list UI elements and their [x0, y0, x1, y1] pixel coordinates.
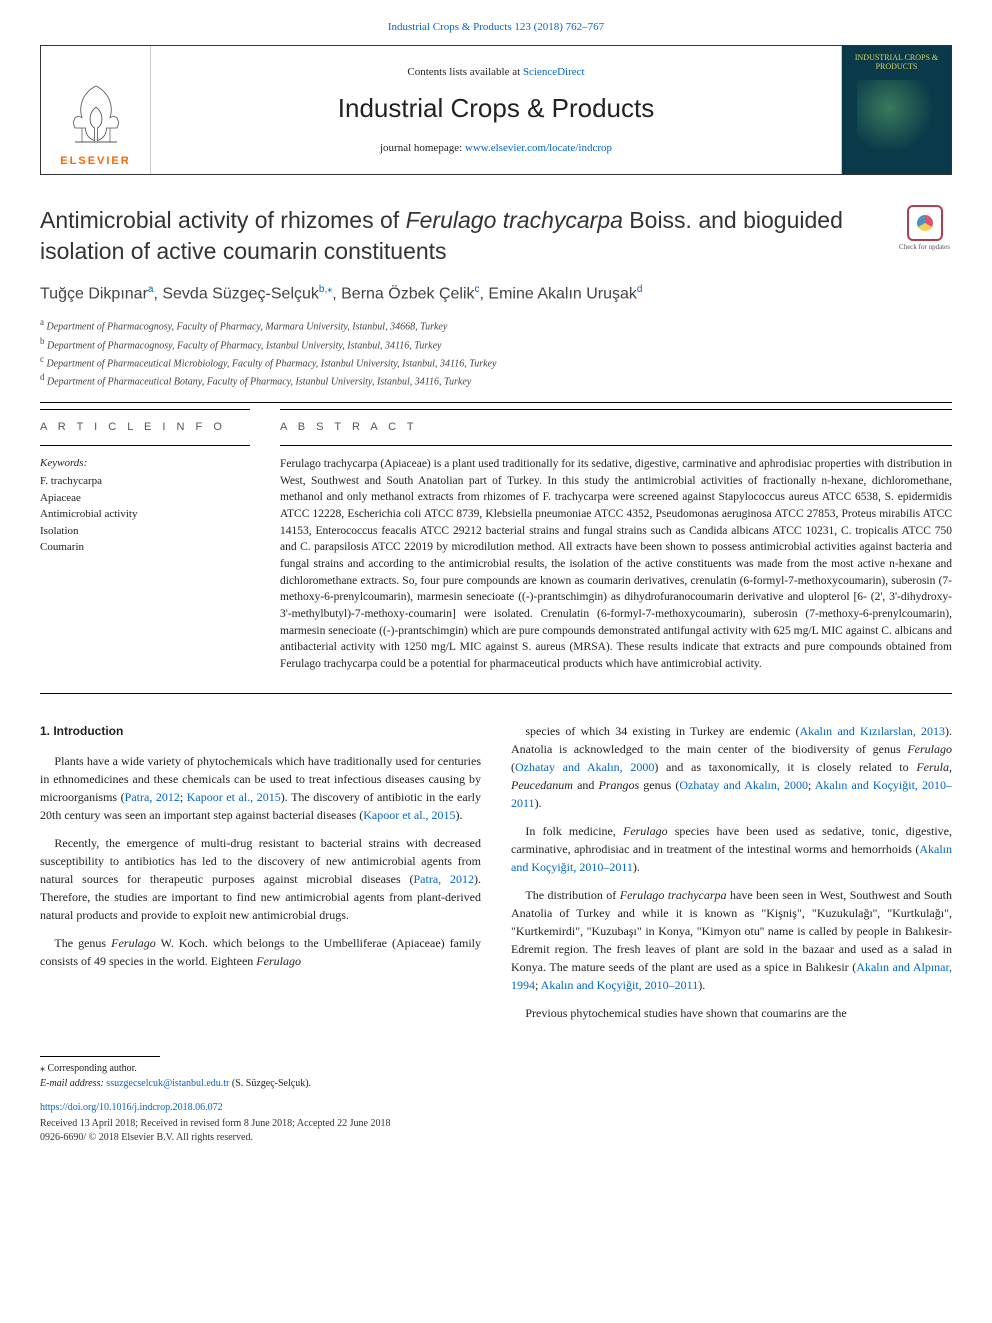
journal-citation-link[interactable]: Industrial Crops & Products 123 (2018) 7…	[388, 21, 604, 33]
body-paragraph: species of which 34 existing in Turkey a…	[511, 722, 952, 812]
check-updates-icon	[907, 205, 943, 241]
divider	[40, 409, 250, 410]
corresponding-author-note: ⁎ Corresponding author.	[40, 1061, 952, 1076]
footnote-divider	[40, 1056, 160, 1057]
doi-link[interactable]: https://doi.org/10.1016/j.indcrop.2018.0…	[40, 1101, 952, 1115]
body-paragraph: In folk medicine, Ferulago species have …	[511, 822, 952, 876]
affiliation: c Department of Pharmaceutical Microbiol…	[40, 353, 952, 371]
keyword: Isolation	[40, 523, 250, 540]
journal-cover-image	[857, 80, 937, 150]
divider	[40, 402, 952, 403]
email-label: E-mail address:	[40, 1078, 106, 1089]
body-columns: 1. Introduction Plants have a wide varie…	[40, 722, 952, 1032]
body-paragraph: The genus Ferulago W. Koch. which belong…	[40, 934, 481, 970]
divider	[280, 409, 952, 410]
elsevier-tree-icon	[61, 79, 131, 149]
authors-line: Tuğçe Dikpınara, Sevda Süzgeç-Selçukb,⁎,…	[40, 283, 952, 306]
keywords-label: Keywords:	[40, 456, 250, 471]
publisher-logo-block: ELSEVIER	[41, 46, 151, 174]
keyword: F. trachycarpa	[40, 473, 250, 490]
divider	[280, 445, 952, 446]
journal-name: Industrial Crops & Products	[338, 90, 654, 126]
journal-citation: Industrial Crops & Products 123 (2018) 7…	[40, 20, 952, 35]
article-title: Antimicrobial activity of rhizomes of Fe…	[40, 205, 877, 267]
email-line: E-mail address: ssuzgecselcuk@istanbul.e…	[40, 1076, 952, 1091]
abstract-column: A B S T R A C T Ferulago trachycarpa (Ap…	[280, 409, 952, 673]
sciencedirect-link[interactable]: ScienceDirect	[523, 66, 585, 78]
affiliation: d Department of Pharmaceutical Botany, F…	[40, 371, 952, 389]
footnotes: ⁎ Corresponding author. E-mail address: …	[40, 1061, 952, 1091]
copyright-line: 0926-6690/ © 2018 Elsevier B.V. All righ…	[40, 1131, 952, 1145]
body-column-right: species of which 34 existing in Turkey a…	[511, 722, 952, 1032]
homepage-prefix: journal homepage:	[380, 142, 465, 154]
homepage-line: journal homepage: www.elsevier.com/locat…	[380, 141, 612, 156]
contents-prefix: Contents lists available at	[407, 66, 522, 78]
received-dates: Received 13 April 2018; Received in revi…	[40, 1117, 952, 1131]
body-paragraph: Plants have a wide variety of phytochemi…	[40, 752, 481, 824]
article-info-head: A R T I C L E I N F O	[40, 420, 250, 435]
journal-header: ELSEVIER Contents lists available at Sci…	[40, 45, 952, 175]
check-updates-label: Check for updates	[897, 243, 952, 253]
article-info-column: A R T I C L E I N F O Keywords: F. trach…	[40, 409, 250, 673]
affiliations: a Department of Pharmacognosy, Faculty o…	[40, 316, 952, 389]
title-row: Antimicrobial activity of rhizomes of Fe…	[40, 205, 952, 267]
affiliation: a Department of Pharmacognosy, Faculty o…	[40, 316, 952, 334]
keywords-list: F. trachycarpaApiaceaeAntimicrobial acti…	[40, 473, 250, 556]
elsevier-wordmark: ELSEVIER	[60, 154, 130, 169]
section-heading: 1. Introduction	[40, 722, 481, 740]
keyword: Antimicrobial activity	[40, 506, 250, 523]
check-updates-badge[interactable]: Check for updates	[897, 205, 952, 253]
homepage-link[interactable]: www.elsevier.com/locate/indcrop	[465, 142, 612, 154]
body-paragraph: The distribution of Ferulago trachycarpa…	[511, 886, 952, 994]
divider	[40, 693, 952, 694]
contents-line: Contents lists available at ScienceDirec…	[407, 65, 584, 80]
corresponding-email[interactable]: ssuzgecselcuk@istanbul.edu.tr	[106, 1078, 229, 1089]
body-paragraph: Recently, the emergence of multi-drug re…	[40, 834, 481, 924]
journal-header-center: Contents lists available at ScienceDirec…	[151, 46, 841, 174]
abstract-head: A B S T R A C T	[280, 420, 952, 435]
email-suffix: (S. Süzgeç-Selçuk).	[229, 1078, 311, 1089]
keyword: Coumarin	[40, 539, 250, 556]
info-abstract-row: A R T I C L E I N F O Keywords: F. trach…	[40, 409, 952, 673]
divider	[40, 445, 250, 446]
keyword: Apiaceae	[40, 490, 250, 507]
journal-cover: INDUSTRIAL CROPS & PRODUCTS	[841, 46, 951, 174]
journal-cover-title: INDUSTRIAL CROPS & PRODUCTS	[846, 54, 947, 72]
body-column-left: 1. Introduction Plants have a wide varie…	[40, 722, 481, 1032]
body-paragraph: Previous phytochemical studies have show…	[511, 1004, 952, 1022]
abstract-text: Ferulago trachycarpa (Apiaceae) is a pla…	[280, 456, 952, 673]
affiliation: b Department of Pharmacognosy, Faculty o…	[40, 335, 952, 353]
